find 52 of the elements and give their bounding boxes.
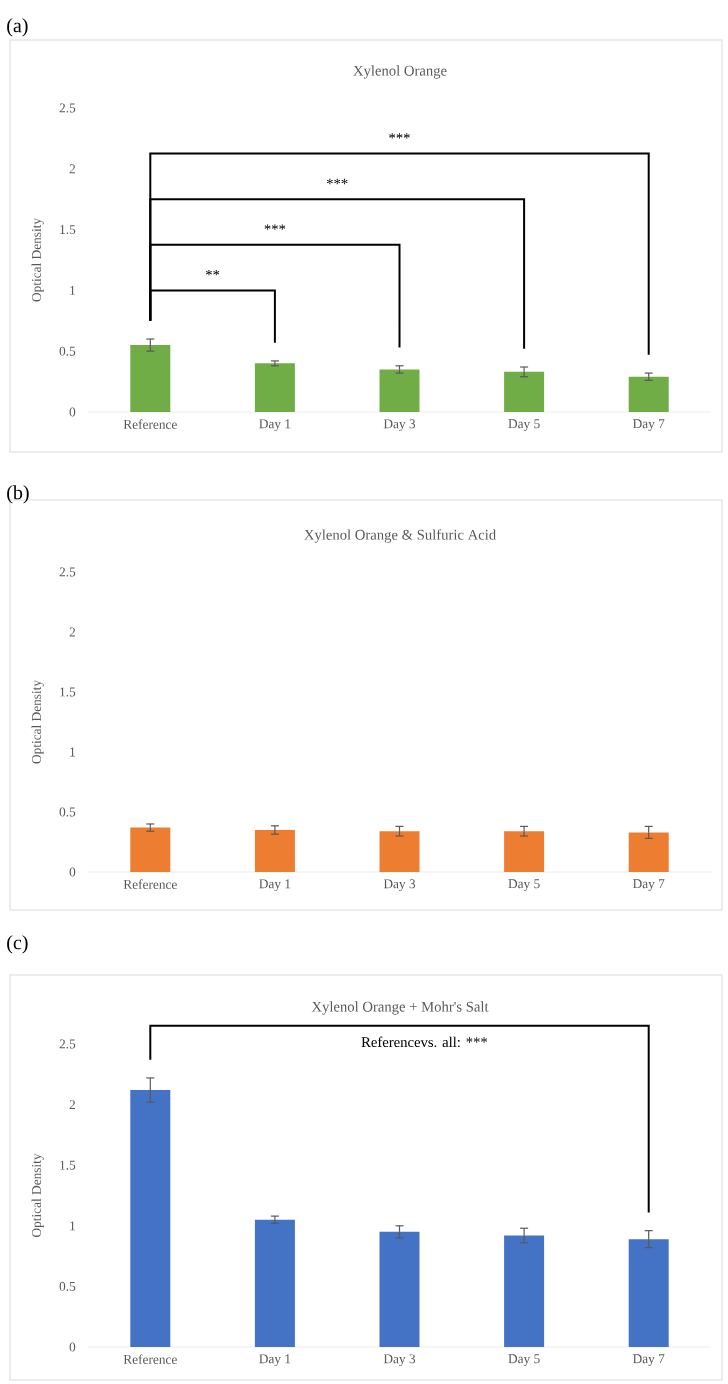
x-tick-label: Day 1: [259, 419, 291, 432]
annotation: ***: [326, 178, 348, 185]
annotation: **: [205, 270, 220, 276]
chart-title: Xylenol Orange: [353, 65, 447, 79]
y-tick-label: 2.5: [59, 103, 76, 113]
x-tick-label: Day 3: [383, 1354, 416, 1367]
annotation: Referencevs. all: ***: [361, 1036, 488, 1048]
y-axis-title: Optical Density: [31, 217, 44, 302]
x-tick-label: Day 7: [632, 1354, 665, 1366]
x-tick-label: Day 3: [383, 879, 416, 892]
y-tick-label: 2: [69, 1100, 76, 1110]
y-tick-label: 0: [69, 1342, 76, 1352]
text: (c): [7, 935, 28, 954]
x-tick-label: Day 1: [259, 879, 291, 892]
y-tick-label: 1: [70, 1221, 75, 1231]
bar: [628, 1239, 669, 1347]
text: (a): [7, 18, 28, 37]
y-tick-label: 1.5: [60, 687, 76, 697]
y-axis-title: Optical Density: [31, 1153, 44, 1237]
y-tick-label: 0.5: [59, 346, 76, 356]
x-tick-label: Day 7: [632, 879, 665, 891]
y-tick-label: 0: [69, 867, 76, 877]
x-tick-label: Reference: [123, 879, 177, 889]
bar: [504, 1235, 545, 1347]
annotation: ***: [264, 224, 286, 230]
y-axis-title: Optical Density: [31, 679, 44, 764]
x-tick-label: Reference: [123, 419, 177, 429]
x-tick-label: Day 3: [383, 419, 416, 432]
bar: [254, 1219, 295, 1347]
bar: [130, 1090, 171, 1347]
x-tick-label: Day 5: [508, 1354, 540, 1366]
annotation: ***: [389, 133, 410, 139]
x-tick-label: Day 5: [508, 879, 540, 891]
y-tick-label: 0.5: [59, 807, 76, 817]
y-tick-label: 0.5: [59, 1281, 76, 1291]
y-tick-label: 2.5: [59, 567, 76, 577]
y-tick-label: 2: [69, 627, 76, 637]
bar: [379, 1231, 420, 1347]
y-tick-label: 1: [70, 285, 75, 295]
x-tick-label: Reference: [123, 1354, 177, 1364]
y-tick-label: 1.5: [60, 1160, 76, 1170]
y-tick-label: 0: [69, 407, 76, 417]
y-tick-label: 2.5: [59, 1039, 76, 1049]
x-tick-label: Day 5: [508, 419, 540, 431]
x-tick-label: Day 1: [259, 1354, 291, 1367]
chart-title: Xylenol Orange & Sulfuric Acid: [304, 529, 496, 543]
y-tick-label: 2: [69, 164, 76, 174]
y-tick-label: 1.5: [60, 225, 76, 235]
y-tick-label: 1: [70, 747, 75, 757]
text: (b): [7, 485, 29, 504]
x-tick-label: Day 7: [632, 419, 665, 431]
chart-title: Xylenol Orange + Mohr's Salt: [311, 1001, 489, 1015]
